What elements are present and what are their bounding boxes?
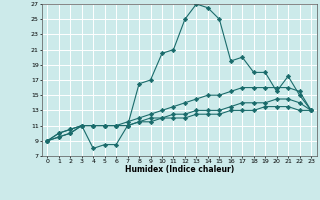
X-axis label: Humidex (Indice chaleur): Humidex (Indice chaleur) (124, 165, 234, 174)
